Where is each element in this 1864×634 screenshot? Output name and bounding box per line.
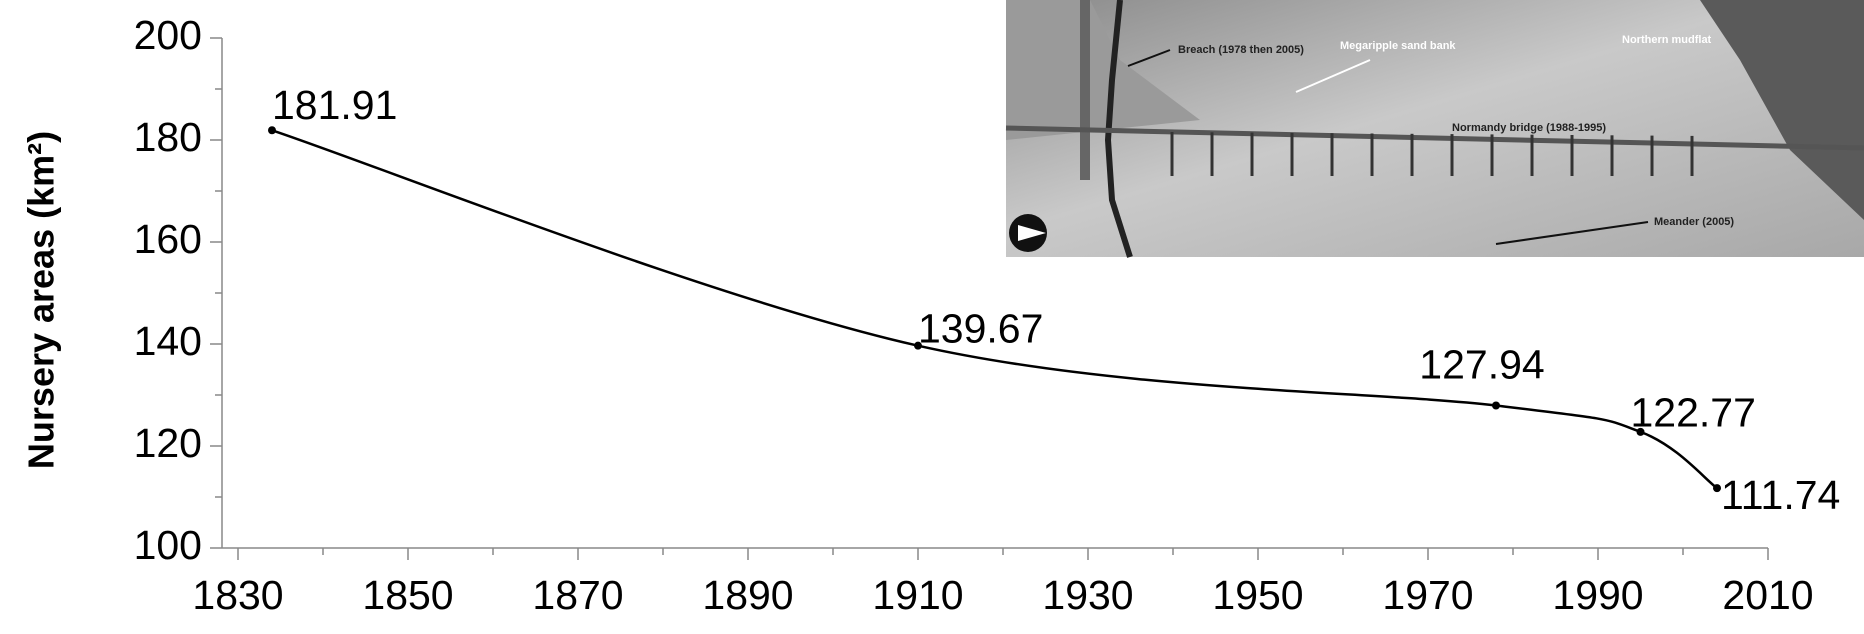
y-tick-label: 180	[134, 114, 202, 160]
data-point	[914, 341, 922, 350]
data-point	[1492, 401, 1500, 410]
y-tick-label: 100	[134, 522, 202, 568]
inset-label: Normandy bridge (1988-1995)	[1452, 122, 1606, 134]
data-point	[1636, 427, 1645, 436]
x-tick-label: 1890	[702, 572, 793, 618]
data-label: 181.91	[272, 82, 397, 128]
photo-breach	[1104, 0, 1133, 258]
x-tick-label: 2010	[1722, 572, 1813, 618]
x-tick-label: 1950	[1212, 572, 1303, 618]
x-tick-label: 1870	[532, 572, 623, 618]
data-label: 122.77	[1631, 390, 1756, 436]
x-tick-label: 1830	[192, 572, 283, 618]
inset-label: Northern mudflat	[1622, 34, 1712, 46]
inset-photo: Breach (1978 then 2005) Megaripple sand …	[1005, 0, 1864, 258]
inset-label: Meander (2005)	[1654, 216, 1734, 228]
data-point	[268, 126, 276, 135]
y-tick-label: 120	[134, 420, 202, 466]
data-line	[271, 129, 1718, 490]
x-tick-label: 1930	[1042, 572, 1133, 618]
x-tick-label: 1970	[1382, 572, 1473, 618]
y-tick-label: 140	[134, 318, 202, 364]
x-tick-label: 1990	[1552, 572, 1643, 618]
data-point	[1713, 484, 1721, 493]
north-arrow	[1018, 225, 1046, 241]
photo-bridge	[1005, 125, 1864, 151]
inset-arrow	[1495, 221, 1649, 245]
inset-arrow	[1127, 49, 1171, 67]
data-label: 111.74	[1721, 472, 1840, 518]
data-label: 139.67	[918, 306, 1043, 352]
y-tick-label: 200	[134, 12, 202, 58]
data-label: 127.94	[1419, 341, 1544, 387]
photo-pylon	[1080, 0, 1090, 180]
inset-arrow	[1295, 59, 1371, 93]
inset-label: Breach (1978 then 2005)	[1178, 44, 1304, 56]
inset-label: Megaripple sand bank	[1340, 40, 1456, 52]
x-tick-label: 1910	[872, 572, 963, 618]
photo-land	[1006, 0, 1200, 140]
y-tick-label: 160	[134, 216, 202, 262]
photo-background	[1006, 0, 1864, 257]
photo-land	[1700, 0, 1864, 220]
x-tick-label: 1850	[362, 572, 453, 618]
y-axis-label: Nursery areas (km²)	[21, 131, 62, 469]
